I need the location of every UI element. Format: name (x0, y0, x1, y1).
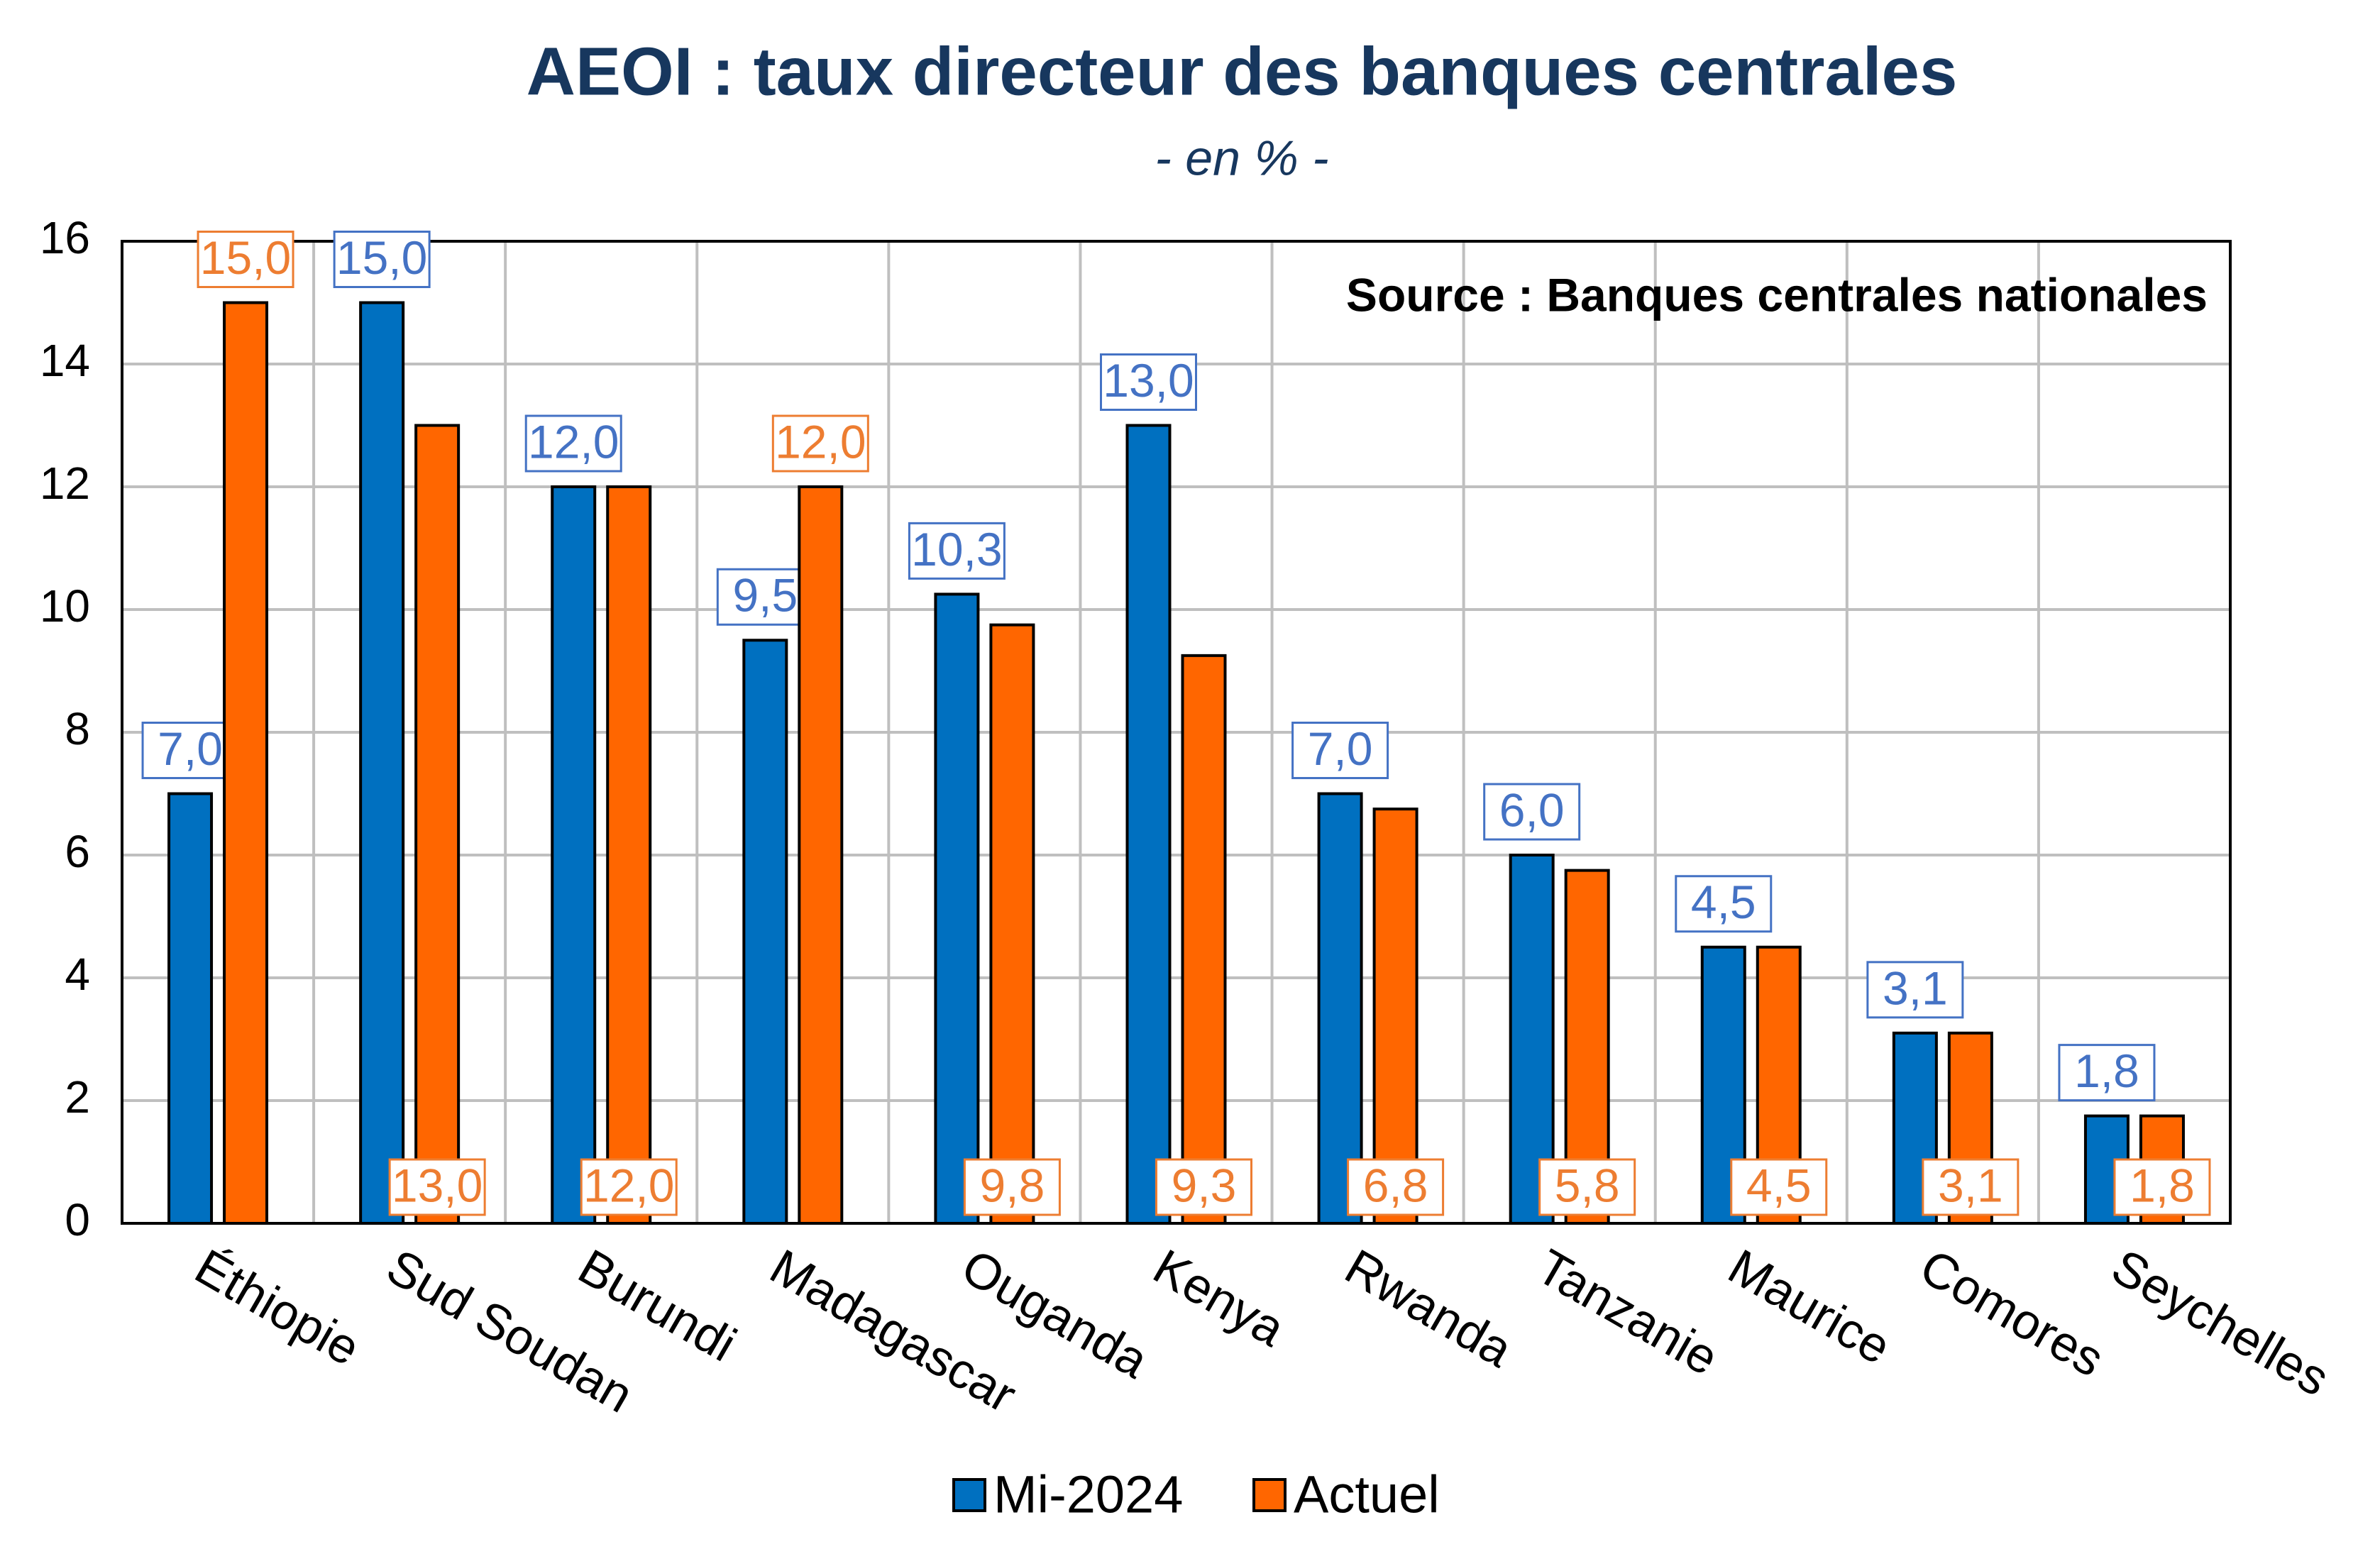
data-label: 6,0 (1499, 783, 1565, 836)
data-label-box (1100, 353, 1197, 411)
data-label-box (1538, 1158, 1636, 1216)
y-tick-label: 8 (65, 703, 90, 754)
data-label: 5,8 (1555, 1159, 1620, 1211)
data-label-box (1347, 1158, 1445, 1216)
bar (798, 485, 844, 1225)
data-label: 1,8 (2130, 1159, 2195, 1211)
legend-swatch (1252, 1478, 1287, 1512)
bar (1509, 854, 1555, 1225)
data-label: 9,5 (732, 569, 798, 622)
legend-label: Mi-2024 (993, 1465, 1183, 1524)
bar (934, 593, 980, 1225)
bar (606, 485, 652, 1225)
data-label: 3,1 (1883, 961, 1948, 1014)
data-label-box (580, 1158, 678, 1216)
y-tick-label: 2 (65, 1071, 90, 1123)
data-label: 7,0 (1308, 722, 1373, 775)
bar (1317, 792, 1363, 1225)
data-label-box (2113, 1158, 2211, 1216)
data-label-box (1675, 875, 1773, 933)
bar (1125, 424, 1172, 1225)
data-label-box (1730, 1158, 1828, 1216)
legend-swatch (952, 1478, 986, 1512)
y-tick-label: 0 (65, 1194, 90, 1245)
data-label-box (771, 414, 869, 473)
bar (1372, 808, 1418, 1225)
data-label-box (2058, 1044, 2156, 1102)
bar (551, 485, 597, 1225)
bar (359, 301, 405, 1225)
y-tick-label: 6 (65, 826, 90, 877)
bar (223, 301, 269, 1225)
data-label-box (141, 722, 239, 779)
data-label-box (716, 568, 814, 626)
bar (1892, 1031, 1938, 1225)
bar (414, 424, 461, 1225)
data-label: 15,0 (200, 231, 291, 284)
data-label-box (1155, 1158, 1252, 1216)
data-label: 1,8 (2074, 1045, 2139, 1097)
data-label-box (197, 231, 294, 288)
y-tick-label: 16 (40, 212, 90, 263)
bar (989, 623, 1035, 1225)
data-label-box (908, 522, 1006, 580)
data-label: 4,5 (1746, 1159, 1812, 1211)
data-label: 4,5 (1691, 876, 1756, 928)
data-label-box (524, 414, 622, 473)
data-label: 13,0 (1103, 354, 1194, 407)
data-label: 6,8 (1363, 1159, 1428, 1211)
data-label-box (388, 1158, 486, 1216)
data-label: 15,0 (336, 231, 427, 284)
data-label: 7,0 (158, 722, 223, 775)
plot-frame (121, 240, 2232, 1225)
data-label-box (1922, 1158, 2020, 1216)
bar (742, 639, 788, 1225)
data-label: 12,0 (775, 415, 866, 468)
chart-title: AEOI : taux directeur des banques centra… (527, 33, 1958, 109)
data-label: 10,3 (911, 523, 1002, 575)
data-label-box (1291, 722, 1389, 779)
data-label: 3,1 (1938, 1159, 2003, 1211)
data-label: 9,8 (980, 1159, 1045, 1211)
data-label-box (1483, 783, 1581, 841)
data-label-box (963, 1158, 1061, 1216)
data-label-box (333, 231, 431, 288)
data-label: 12,0 (528, 415, 619, 468)
data-label: 13,0 (392, 1159, 483, 1211)
y-tick-label: 4 (65, 949, 90, 1000)
data-label: 9,3 (1172, 1159, 1237, 1211)
y-tick-label: 12 (40, 458, 90, 509)
y-tick-label: 14 (40, 335, 90, 386)
bar (167, 792, 214, 1225)
data-label: 12,0 (583, 1159, 674, 1211)
data-label-box (1866, 961, 1964, 1019)
y-tick-label: 10 (40, 580, 90, 632)
source-note: Source : Banques centrales nationales (1346, 268, 2208, 321)
legend-label: Actuel (1294, 1465, 1440, 1524)
bar (1181, 654, 1227, 1225)
chart-subtitle: - en % - (1155, 130, 1328, 185)
